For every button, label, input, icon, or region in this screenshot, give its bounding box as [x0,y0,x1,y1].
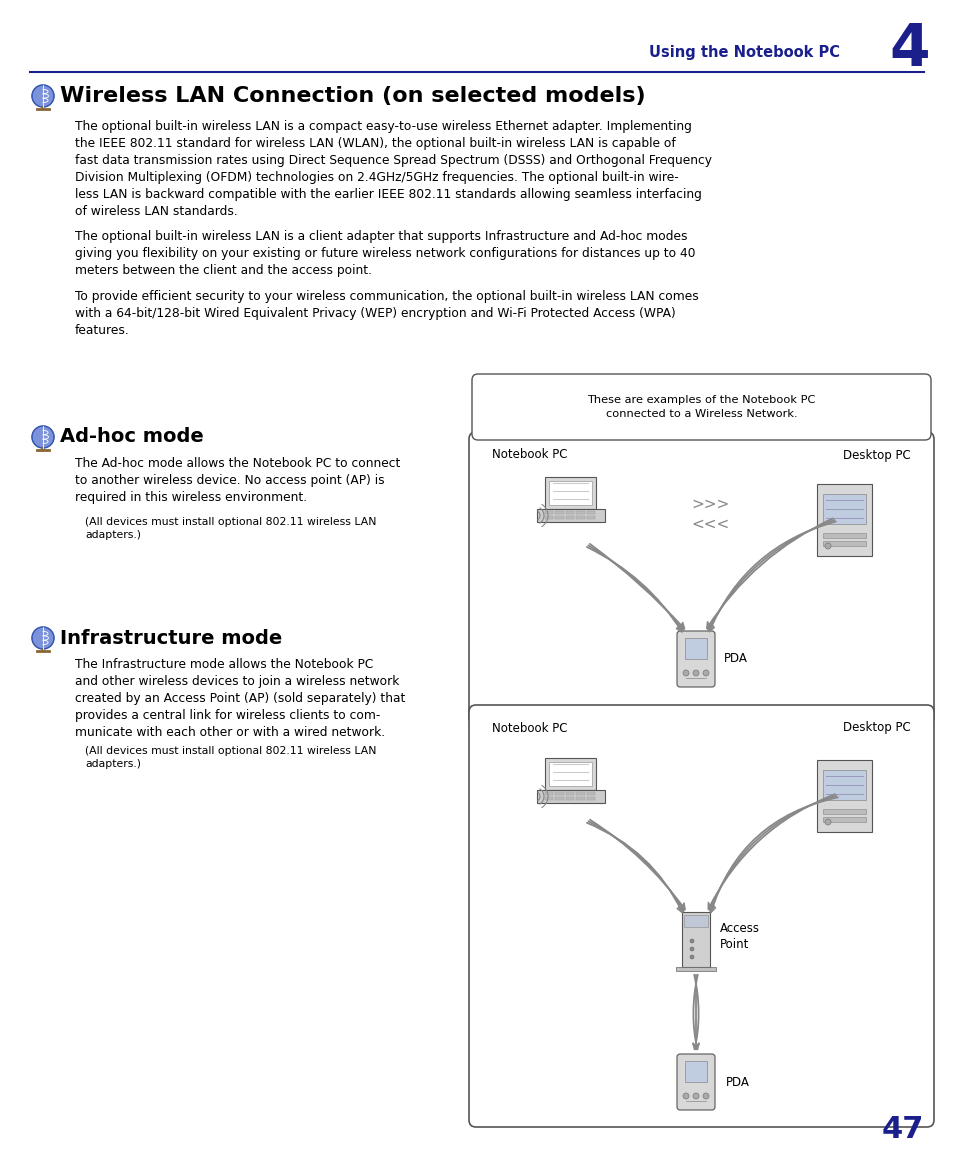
Text: 47: 47 [881,1116,923,1145]
FancyBboxPatch shape [677,1055,714,1110]
Polygon shape [545,477,596,509]
Bar [555,516,563,519]
Bar [544,797,553,800]
Polygon shape [537,790,604,803]
Circle shape [824,543,830,549]
Circle shape [689,947,693,951]
Bar [565,516,574,519]
Text: Desktop PC: Desktop PC [842,722,910,735]
Polygon shape [816,760,871,832]
FancyBboxPatch shape [469,705,933,1127]
Text: Access
Point: Access Point [720,923,760,952]
Circle shape [32,426,54,448]
Text: (All devices must install optional 802.11 wireless LAN
adapters.): (All devices must install optional 802.1… [85,746,376,769]
Polygon shape [549,762,592,787]
Bar [684,638,706,660]
Text: Ad-hoc mode: Ad-hoc mode [60,427,204,447]
Text: 4: 4 [888,22,929,79]
Polygon shape [822,494,865,524]
Text: PDA: PDA [723,653,747,665]
Bar [684,1061,706,1082]
Text: Using the Notebook PC: Using the Notebook PC [648,45,840,60]
Circle shape [32,85,54,107]
Text: PDA: PDA [725,1075,749,1088]
Circle shape [682,670,688,676]
Bar [576,511,584,514]
Bar [822,542,865,546]
Bar [676,967,715,971]
Bar [576,797,584,800]
Text: The Infrastructure mode allows the Notebook PC
and other wireless devices to joi: The Infrastructure mode allows the Noteb… [75,658,405,739]
Bar [544,511,553,514]
Bar [576,516,584,519]
Circle shape [32,627,54,649]
Circle shape [702,670,708,676]
Text: Notebook PC: Notebook PC [492,722,567,735]
Circle shape [682,1093,688,1100]
FancyBboxPatch shape [469,432,933,724]
Bar [555,792,563,795]
Bar [555,511,563,514]
Text: <<<: <<< [691,516,729,531]
Bar [586,511,595,514]
Polygon shape [549,480,592,505]
Polygon shape [681,912,709,967]
Text: The optional built-in wireless LAN is a client adapter that supports Infrastruct: The optional built-in wireless LAN is a … [75,230,695,277]
Circle shape [702,1093,708,1100]
Text: The Ad-hoc mode allows the Notebook PC to connect
to another wireless device. No: The Ad-hoc mode allows the Notebook PC t… [75,457,400,504]
Circle shape [692,670,699,676]
FancyBboxPatch shape [472,374,930,440]
Polygon shape [816,484,871,556]
Polygon shape [537,509,604,522]
Bar [555,797,563,800]
Bar [683,915,707,927]
Text: Desktop PC: Desktop PC [842,448,910,462]
Bar [822,810,865,814]
Bar [576,792,584,795]
Text: (All devices must install optional 802.11 wireless LAN
adapters.): (All devices must install optional 802.1… [85,517,376,541]
Circle shape [824,819,830,825]
Circle shape [689,939,693,942]
Polygon shape [822,770,865,800]
Bar [586,797,595,800]
Text: Wireless LAN Connection (on selected models): Wireless LAN Connection (on selected mod… [60,85,645,106]
Text: Notebook PC: Notebook PC [492,448,567,462]
Bar [586,792,595,795]
Bar [544,792,553,795]
Bar [565,797,574,800]
Text: To provide efficient security to your wireless communication, the optional built: To provide efficient security to your wi… [75,290,698,337]
Bar [586,516,595,519]
Bar [565,792,574,795]
Circle shape [689,955,693,959]
Text: The optional built-in wireless LAN is a compact easy-to-use wireless Ethernet ad: The optional built-in wireless LAN is a … [75,120,711,218]
Text: Infrastructure mode: Infrastructure mode [60,628,282,648]
Bar [565,511,574,514]
FancyBboxPatch shape [677,631,714,687]
Circle shape [692,1093,699,1100]
Bar [544,516,553,519]
Polygon shape [545,758,596,790]
Text: >>>: >>> [691,497,729,512]
Bar [822,818,865,822]
Text: These are examples of the Notebook PC
connected to a Wireless Network.: These are examples of the Notebook PC co… [587,395,815,418]
Bar [822,534,865,538]
